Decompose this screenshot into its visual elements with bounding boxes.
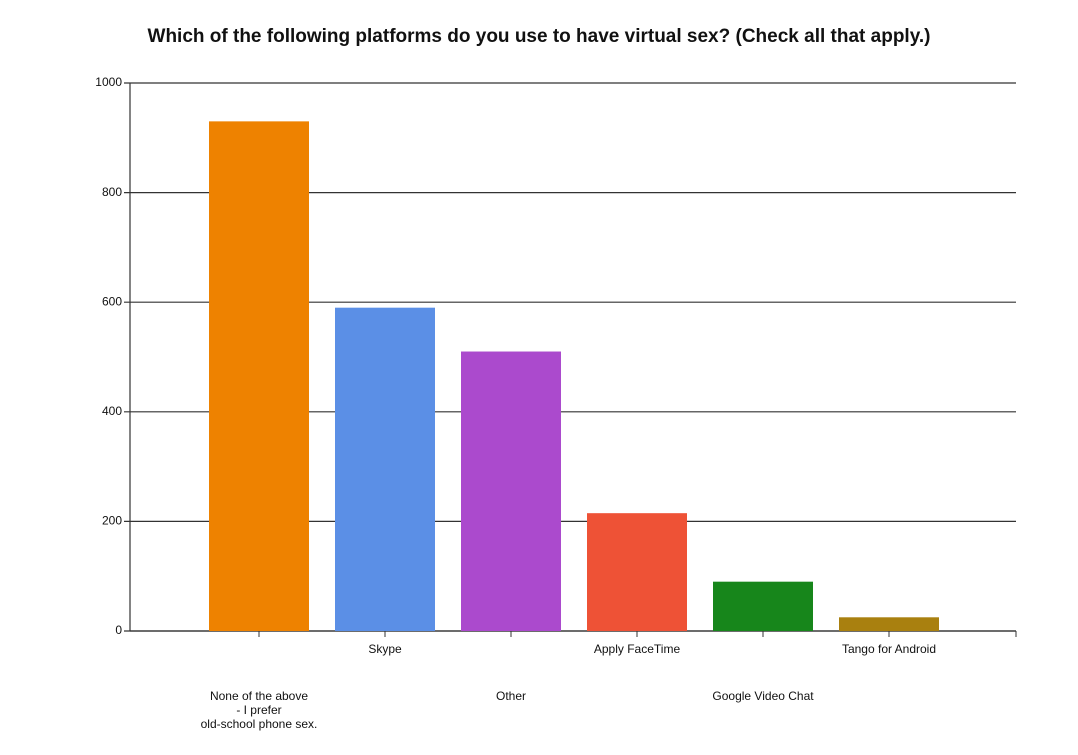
y-tick-label: 400 [102,404,122,418]
x-tick-label: Apply FaceTime [594,642,681,656]
y-tick-label: 200 [102,514,122,528]
x-tick-label: Google Video Chat [712,689,814,703]
x-tick-label: Tango for Android [842,642,936,656]
x-tick-label: Skype [368,642,402,656]
bar [713,581,813,631]
bar [335,307,435,631]
bar [461,351,561,631]
bar [209,121,309,632]
bar [587,513,687,631]
x-tick-label: Other [496,689,526,703]
y-tick-label: 1000 [95,75,122,89]
y-tick-label: 800 [102,185,122,199]
chart-title: Which of the following platforms do you … [148,26,931,47]
x-tick-label: None of the above - I prefer old-school ph… [201,689,318,731]
y-tick-label: 600 [102,294,122,308]
y-tick-label: 0 [115,623,122,637]
bar [839,617,939,631]
